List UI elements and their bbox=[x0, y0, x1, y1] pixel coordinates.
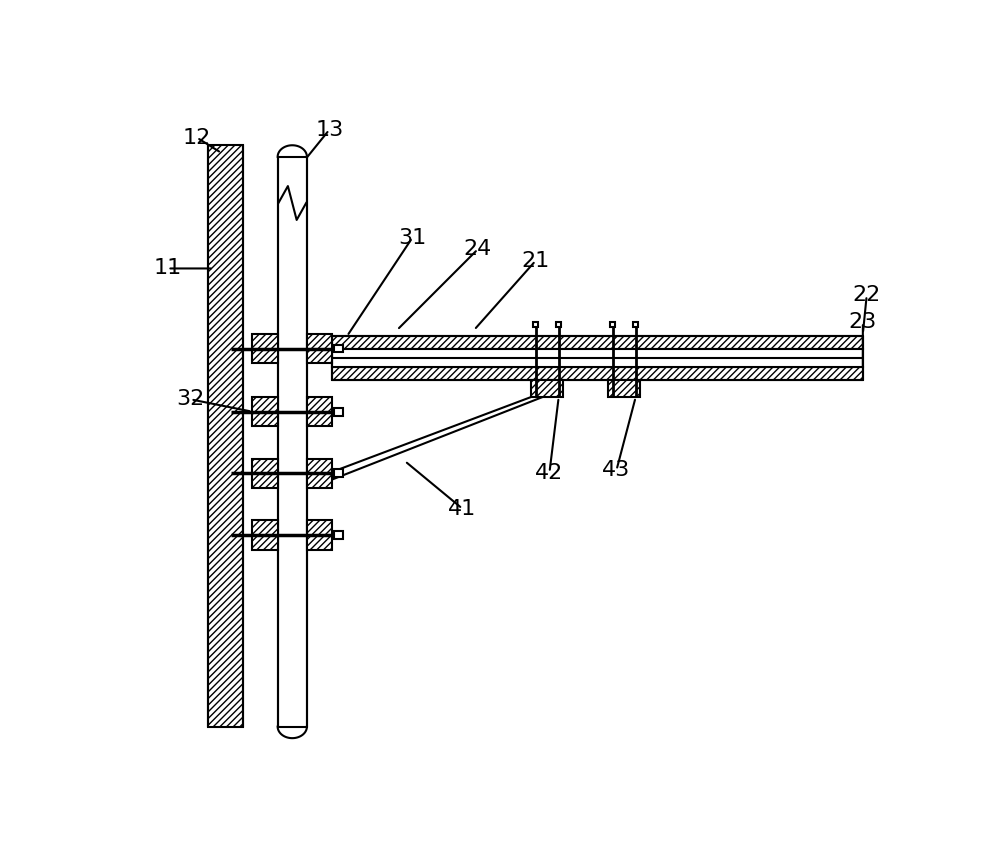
Text: 13: 13 bbox=[315, 120, 343, 140]
Bar bbox=[556, 322, 561, 327]
Text: 21: 21 bbox=[521, 251, 550, 270]
Bar bbox=[533, 322, 538, 327]
Text: 22: 22 bbox=[853, 285, 881, 305]
Bar bbox=[334, 531, 343, 539]
Text: 43: 43 bbox=[602, 461, 631, 480]
Bar bbox=[252, 520, 278, 550]
Text: 42: 42 bbox=[535, 462, 564, 482]
Bar bbox=[252, 334, 278, 363]
Bar bbox=[307, 334, 332, 363]
Bar bbox=[633, 322, 638, 327]
Bar bbox=[332, 349, 863, 367]
Bar bbox=[334, 408, 343, 416]
Bar bbox=[278, 156, 307, 727]
Bar bbox=[307, 397, 332, 426]
Bar bbox=[307, 459, 332, 488]
Text: 11: 11 bbox=[153, 258, 182, 278]
Bar bbox=[608, 380, 640, 397]
Text: 31: 31 bbox=[398, 227, 427, 248]
Text: 41: 41 bbox=[448, 499, 477, 518]
Bar bbox=[252, 397, 278, 426]
Bar bbox=[252, 459, 278, 488]
Text: 12: 12 bbox=[183, 128, 211, 148]
Bar bbox=[208, 145, 243, 727]
Text: 32: 32 bbox=[177, 390, 205, 410]
Bar bbox=[332, 336, 863, 349]
Bar bbox=[610, 322, 615, 327]
Bar bbox=[332, 367, 863, 380]
Bar bbox=[334, 469, 343, 477]
Text: 24: 24 bbox=[464, 239, 492, 259]
Bar bbox=[334, 345, 343, 353]
Bar bbox=[531, 380, 563, 397]
Text: 23: 23 bbox=[849, 313, 877, 333]
Bar bbox=[307, 520, 332, 550]
